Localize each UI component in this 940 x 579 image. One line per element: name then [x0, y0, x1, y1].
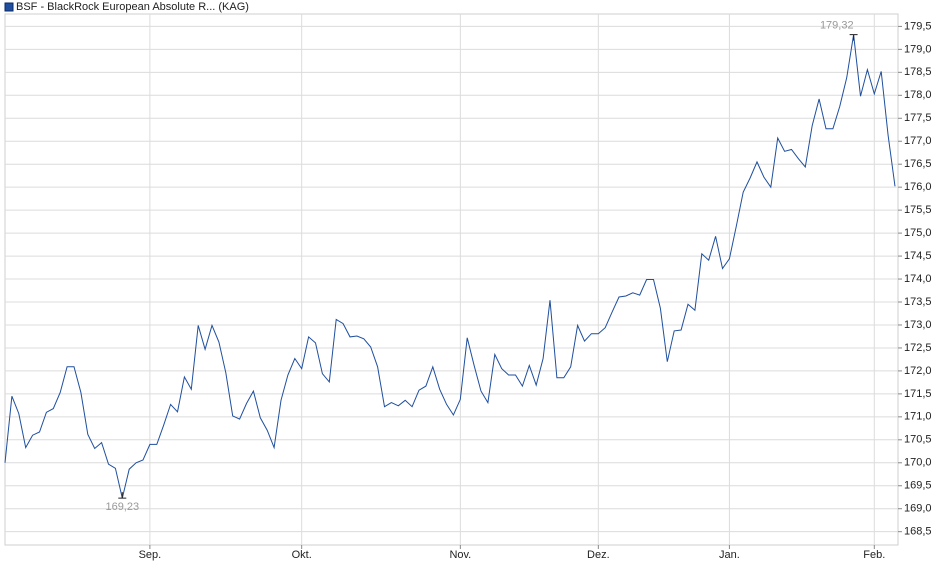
legend-swatch [4, 2, 14, 12]
y-tick-label: 174,5 [904, 250, 932, 262]
extreme-label: 169,23 [105, 501, 139, 513]
y-tick-label: 172,5 [904, 342, 932, 354]
y-tick-label: 176,0 [904, 181, 932, 193]
y-tick-label: 169,0 [904, 503, 932, 515]
y-tick-label: 175,5 [904, 204, 932, 216]
y-tick-label: 177,0 [904, 135, 932, 147]
y-tick-label: 172,0 [904, 365, 932, 377]
series-line [4, 34, 896, 499]
y-tick-label: 179,0 [904, 43, 932, 55]
y-tick-label: 176,5 [904, 158, 932, 170]
y-tick-label: 169,5 [904, 480, 932, 492]
y-tick-label: 177,5 [904, 112, 932, 124]
x-tick-label: Nov. [449, 549, 471, 561]
y-tick-label: 171,0 [904, 411, 932, 423]
x-tick-label: Sep. [139, 549, 162, 561]
y-tick-label: 173,5 [904, 296, 932, 308]
x-tick-label: Dez. [587, 549, 610, 561]
extreme-marker [849, 34, 858, 41]
y-tick-label: 168,5 [904, 526, 932, 538]
y-tick-label: 179,5 [904, 20, 932, 32]
legend-label: BSF - BlackRock European Absolute R... (… [16, 1, 249, 13]
y-tick-label: 178,5 [904, 66, 932, 78]
x-tick-label: Okt. [292, 549, 312, 561]
extreme-label: 179,32 [820, 20, 854, 32]
extreme-marker [118, 492, 127, 499]
y-tick-label: 170,5 [904, 434, 932, 446]
y-tick-label: 178,0 [904, 89, 932, 101]
y-tick-label: 171,5 [904, 388, 932, 400]
y-tick-label: 174,0 [904, 273, 932, 285]
y-tick-label: 173,0 [904, 319, 932, 331]
x-tick-label: Jan. [719, 549, 740, 561]
y-tick-label: 175,0 [904, 227, 932, 239]
x-tick-label: Feb. [863, 549, 885, 561]
y-tick-label: 170,0 [904, 457, 932, 469]
